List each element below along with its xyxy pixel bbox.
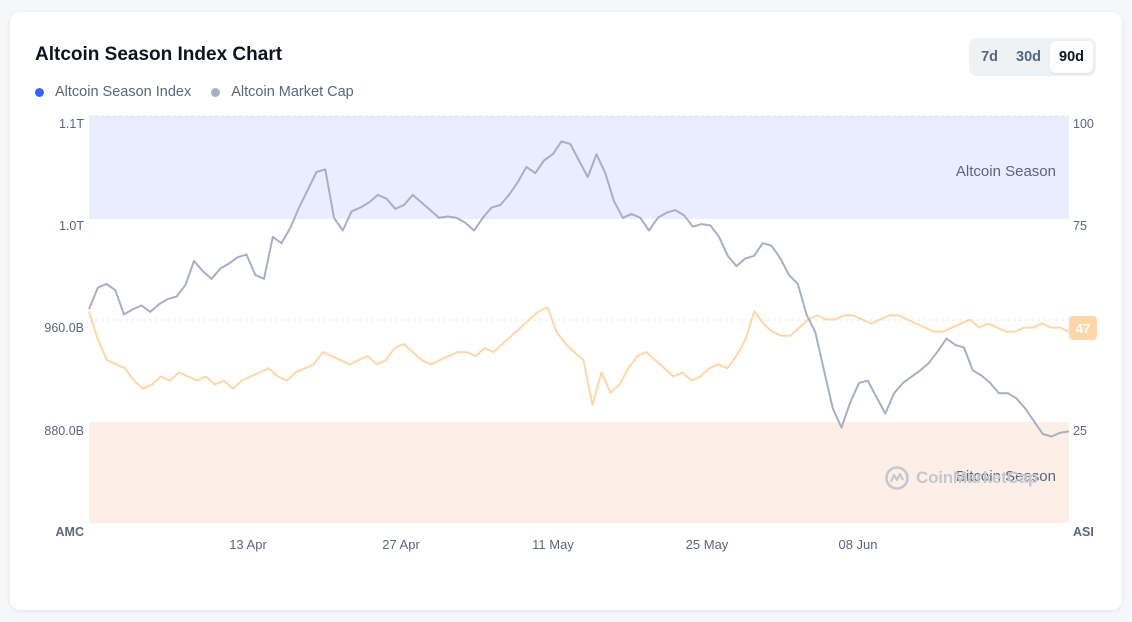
left-tick-1: 1.1T <box>59 117 84 131</box>
left-tick-3: 960.0B <box>44 321 84 335</box>
range-30d-button[interactable]: 30d <box>1007 41 1050 73</box>
current-index-value: 47 <box>1076 321 1090 336</box>
x-tick-3: 11 May <box>532 537 574 552</box>
watermark: CoinMarketCap <box>884 465 1038 491</box>
chart-title: Altcoin Season Index Chart <box>35 44 283 65</box>
legend: Altcoin Season Index Altcoin Market Cap <box>35 84 374 100</box>
legend-item-market-cap[interactable]: Altcoin Market Cap <box>211 84 354 100</box>
legend-label-market-cap: Altcoin Market Cap <box>231 84 354 100</box>
coinmarketcap-logo-icon <box>885 466 909 490</box>
range-toggle: 7d 30d 90d <box>969 38 1096 76</box>
range-7d-button[interactable]: 7d <box>972 41 1007 73</box>
x-tick-5: 08 Jun <box>838 537 877 552</box>
x-tick-1: 13 Apr <box>229 537 267 552</box>
legend-item-index[interactable]: Altcoin Season Index <box>35 84 191 100</box>
legend-dot-index <box>35 87 44 97</box>
bitcoin-season-label: Bitcoin Season <box>956 468 1056 485</box>
right-tick-1: 100 <box>1073 117 1094 131</box>
index-series-line <box>88 306 1070 406</box>
x-tick-2: 27 Apr <box>382 537 420 552</box>
x-tick-4: 25 May <box>686 537 729 552</box>
range-90d-button[interactable]: 90d <box>1050 41 1093 73</box>
current-index-badge <box>1069 316 1097 340</box>
right-axis-label: ASI <box>1073 525 1094 539</box>
altcoin-season-label: Altcoin Season <box>956 163 1056 180</box>
right-tick-2: 75 <box>1073 219 1087 233</box>
altcoin-season-zone <box>89 116 1069 219</box>
watermark-text: CoinMarketCap <box>916 468 1039 487</box>
left-tick-2: 1.0T <box>59 219 84 233</box>
left-tick-4: 880.0B <box>44 424 84 438</box>
legend-dot-market-cap <box>211 87 221 97</box>
left-axis-label: AMC <box>56 525 84 539</box>
market-cap-series-line <box>88 140 1070 438</box>
legend-label-index: Altcoin Season Index <box>55 84 192 100</box>
right-tick-4: 25 <box>1073 424 1087 438</box>
